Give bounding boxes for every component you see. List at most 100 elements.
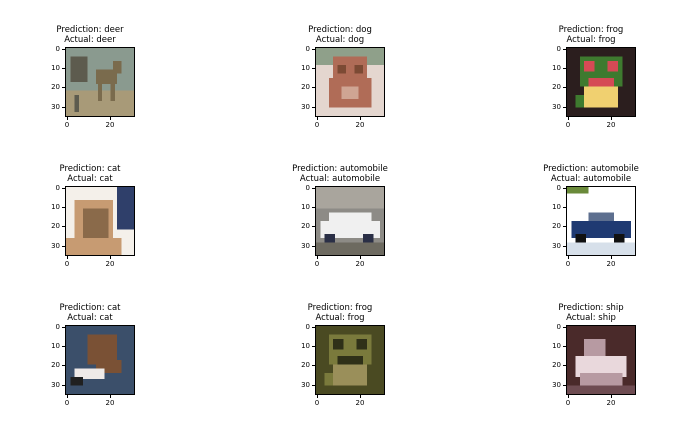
x-tick-mark: [568, 256, 569, 259]
x-tick-label: 20: [105, 121, 115, 129]
prediction-label: Prediction: cat: [59, 303, 121, 313]
sample-image: [65, 325, 135, 395]
y-tick-label: 0: [55, 323, 60, 331]
y-tick-label: 20: [552, 83, 561, 91]
y-tick-label: 0: [55, 184, 60, 192]
y-tick-label: 30: [51, 103, 60, 111]
sample-image: [566, 186, 636, 256]
prediction-label: Prediction: dog: [308, 25, 372, 35]
y-tick-mark: [62, 365, 65, 366]
prediction-label: Prediction: deer: [56, 25, 124, 35]
prediction-panel: Prediction: dog Actual: dog 0 10 20 30 0 20: [270, 25, 410, 140]
y-tick-mark: [312, 107, 315, 108]
y-tick-label: 30: [552, 242, 561, 250]
x-tick-mark: [317, 256, 318, 259]
y-tick-mark: [312, 188, 315, 189]
y-tick-label: 30: [51, 242, 60, 250]
y-tick-label: 10: [51, 342, 60, 350]
x-tick-label: 0: [565, 121, 571, 129]
y-tick-mark: [563, 327, 566, 328]
prediction-label: Prediction: ship: [558, 303, 624, 313]
y-tick-mark: [563, 385, 566, 386]
y-tick-mark: [312, 365, 315, 366]
x-tick-label: 20: [105, 399, 115, 407]
y-tick-mark: [563, 188, 566, 189]
sample-image: [65, 47, 135, 117]
y-tick-label: 10: [552, 342, 561, 350]
x-tick-mark: [67, 117, 68, 120]
y-tick-label: 20: [552, 222, 561, 230]
y-tick-label: 0: [556, 323, 561, 331]
prediction-panel: Prediction: cat Actual: cat 0 10 20 30 0 20: [20, 303, 160, 418]
y-tick-label: 30: [301, 381, 310, 389]
x-tick-mark: [67, 256, 68, 259]
y-tick-mark: [312, 346, 315, 347]
y-tick-mark: [312, 207, 315, 208]
actual-label: Actual: deer: [64, 35, 116, 45]
y-tick-mark: [62, 49, 65, 50]
x-tick-label: 0: [64, 121, 70, 129]
sample-image: [65, 186, 135, 256]
actual-label: Actual: automobile: [550, 174, 632, 184]
sample-image: [315, 325, 385, 395]
y-tick-label: 10: [552, 64, 561, 72]
y-tick-mark: [62, 68, 65, 69]
y-tick-mark: [62, 327, 65, 328]
x-tick-label: 0: [565, 260, 571, 268]
x-tick-label: 20: [606, 121, 616, 129]
y-tick-mark: [312, 246, 315, 247]
prediction-label: Prediction: automobile: [292, 164, 388, 174]
x-tick-mark: [568, 395, 569, 398]
sample-image: [566, 47, 636, 117]
y-tick-mark: [62, 107, 65, 108]
y-tick-mark: [62, 246, 65, 247]
prediction-label: Prediction: automobile: [543, 164, 639, 174]
y-tick-label: 10: [301, 342, 310, 350]
y-tick-label: 30: [552, 381, 561, 389]
prediction-panel: Prediction: deer Actual: deer 0 10 20 30 0 20: [20, 25, 160, 140]
y-tick-label: 20: [301, 361, 310, 369]
y-tick-label: 30: [51, 381, 60, 389]
y-tick-mark: [312, 385, 315, 386]
x-tick-mark: [317, 117, 318, 120]
y-tick-mark: [62, 385, 65, 386]
x-tick-label: 0: [314, 121, 320, 129]
x-tick-label: 20: [606, 260, 616, 268]
actual-label: Actual: frog: [315, 313, 365, 323]
y-tick-label: 30: [552, 103, 561, 111]
y-tick-label: 0: [305, 323, 310, 331]
y-tick-label: 0: [55, 45, 60, 53]
x-tick-label: 20: [355, 260, 365, 268]
y-tick-label: 10: [301, 64, 310, 72]
x-tick-mark: [67, 395, 68, 398]
y-tick-label: 0: [556, 45, 561, 53]
y-tick-mark: [312, 226, 315, 227]
x-tick-label: 20: [105, 260, 115, 268]
y-tick-mark: [62, 207, 65, 208]
y-tick-label: 10: [51, 203, 60, 211]
x-tick-mark: [110, 117, 111, 120]
y-tick-label: 30: [301, 242, 310, 250]
y-tick-mark: [312, 68, 315, 69]
x-tick-mark: [568, 117, 569, 120]
actual-label: Actual: automobile: [299, 174, 381, 184]
actual-label: Actual: cat: [67, 313, 113, 323]
prediction-panel: Prediction: frog Actual: frog 0 10 20 30 0 20: [521, 25, 661, 140]
sample-image: [315, 47, 385, 117]
y-tick-mark: [312, 327, 315, 328]
x-tick-mark: [360, 256, 361, 259]
y-tick-label: 10: [552, 203, 561, 211]
y-tick-mark: [62, 188, 65, 189]
x-tick-mark: [317, 395, 318, 398]
x-tick-label: 0: [565, 399, 571, 407]
x-tick-label: 20: [355, 121, 365, 129]
y-tick-mark: [563, 107, 566, 108]
x-tick-mark: [611, 256, 612, 259]
y-tick-mark: [563, 87, 566, 88]
actual-label: Actual: ship: [566, 313, 616, 323]
y-tick-mark: [563, 346, 566, 347]
x-tick-label: 20: [606, 399, 616, 407]
y-tick-mark: [312, 49, 315, 50]
actual-label: Actual: dog: [315, 35, 365, 45]
x-tick-label: 0: [64, 260, 70, 268]
